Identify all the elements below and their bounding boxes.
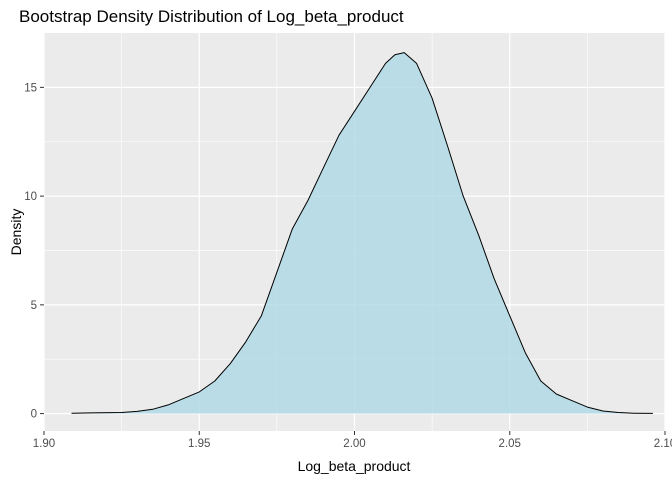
density-area: [71, 52, 653, 414]
y-tick-label: 15: [24, 82, 37, 94]
x-axis: 1.90 1.95 2.00 2.05 2.10: [33, 431, 672, 450]
y-tick-label: 0: [31, 409, 37, 421]
chart-title: Bootstrap Density Distribution of Log_be…: [19, 7, 404, 26]
x-tick-label: 2.00: [343, 438, 365, 450]
y-tick-label: 5: [31, 300, 37, 312]
x-axis-title: Log_beta_product: [298, 458, 411, 474]
x-tick-label: 2.10: [654, 438, 672, 450]
density-line: [71, 52, 654, 414]
density-series: [71, 52, 654, 414]
x-tick-label: 2.05: [499, 438, 521, 450]
x-tick-label: 1.90: [33, 438, 55, 450]
y-axis: 0 5 10 15: [24, 82, 44, 421]
x-tick-label: 1.95: [188, 438, 210, 450]
y-axis-title: Density: [8, 209, 24, 256]
y-tick-label: 10: [24, 191, 37, 203]
